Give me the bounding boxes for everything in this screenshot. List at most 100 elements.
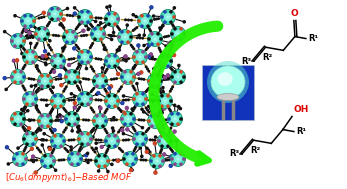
Circle shape <box>74 157 76 160</box>
Circle shape <box>96 77 104 85</box>
Circle shape <box>90 130 93 133</box>
Circle shape <box>120 117 124 121</box>
Circle shape <box>45 56 49 60</box>
Circle shape <box>106 92 110 96</box>
Circle shape <box>116 49 119 52</box>
Circle shape <box>166 94 170 98</box>
Circle shape <box>45 99 48 102</box>
Circle shape <box>99 17 102 20</box>
Circle shape <box>158 111 161 114</box>
Circle shape <box>73 70 77 74</box>
Circle shape <box>159 37 163 41</box>
Circle shape <box>113 104 117 108</box>
Circle shape <box>140 77 143 81</box>
Circle shape <box>25 92 29 96</box>
Circle shape <box>32 78 35 81</box>
Circle shape <box>49 164 53 168</box>
Circle shape <box>132 117 136 121</box>
Circle shape <box>163 76 167 79</box>
Circle shape <box>169 66 172 69</box>
Circle shape <box>23 50 37 64</box>
Circle shape <box>168 112 183 126</box>
Circle shape <box>131 46 134 49</box>
Circle shape <box>70 118 74 121</box>
Circle shape <box>25 50 29 54</box>
Circle shape <box>40 57 43 60</box>
Circle shape <box>70 162 74 166</box>
Circle shape <box>107 22 111 26</box>
Circle shape <box>120 128 124 132</box>
Circle shape <box>51 94 66 108</box>
Circle shape <box>116 159 120 163</box>
Circle shape <box>24 17 32 25</box>
Circle shape <box>54 34 58 37</box>
Circle shape <box>53 144 57 148</box>
Circle shape <box>153 157 161 165</box>
Circle shape <box>80 20 84 24</box>
Circle shape <box>103 46 107 49</box>
Circle shape <box>80 132 84 136</box>
Circle shape <box>134 146 137 149</box>
Circle shape <box>171 85 174 88</box>
Circle shape <box>67 63 71 67</box>
Circle shape <box>96 125 100 129</box>
Circle shape <box>140 107 144 111</box>
Circle shape <box>129 80 133 84</box>
Circle shape <box>14 37 22 45</box>
Circle shape <box>150 55 154 58</box>
Circle shape <box>147 127 150 130</box>
Circle shape <box>145 130 148 133</box>
Circle shape <box>179 27 183 31</box>
Circle shape <box>22 137 26 141</box>
Circle shape <box>67 112 71 116</box>
Circle shape <box>10 39 14 43</box>
Circle shape <box>84 138 86 140</box>
Circle shape <box>169 40 173 44</box>
Circle shape <box>160 94 164 98</box>
Circle shape <box>56 115 59 119</box>
Circle shape <box>130 44 133 47</box>
Circle shape <box>43 50 47 53</box>
Circle shape <box>32 25 35 28</box>
Circle shape <box>97 139 100 142</box>
Circle shape <box>136 61 141 65</box>
Circle shape <box>91 26 94 29</box>
Circle shape <box>110 119 113 122</box>
Circle shape <box>144 97 148 101</box>
Circle shape <box>179 162 183 166</box>
Circle shape <box>120 110 123 113</box>
Circle shape <box>170 75 174 79</box>
Circle shape <box>161 97 169 105</box>
Circle shape <box>144 137 148 141</box>
Circle shape <box>20 13 35 29</box>
Circle shape <box>161 25 164 28</box>
Circle shape <box>118 28 121 31</box>
Circle shape <box>59 65 64 69</box>
Circle shape <box>98 157 106 165</box>
Ellipse shape <box>211 66 245 98</box>
Circle shape <box>104 94 119 108</box>
Circle shape <box>163 36 166 38</box>
Circle shape <box>134 129 137 132</box>
Circle shape <box>156 124 160 128</box>
Circle shape <box>48 114 52 118</box>
Circle shape <box>73 106 77 109</box>
Circle shape <box>116 72 120 76</box>
Circle shape <box>35 90 38 93</box>
Circle shape <box>96 117 104 125</box>
Circle shape <box>138 138 142 140</box>
Circle shape <box>158 46 161 50</box>
Circle shape <box>104 59 108 63</box>
Circle shape <box>22 67 24 70</box>
Circle shape <box>105 131 109 134</box>
Circle shape <box>58 114 63 118</box>
Circle shape <box>106 92 110 96</box>
Circle shape <box>95 74 99 78</box>
Circle shape <box>91 26 105 42</box>
Circle shape <box>135 50 139 54</box>
Circle shape <box>13 70 17 74</box>
Circle shape <box>150 74 154 78</box>
Circle shape <box>61 46 65 50</box>
Circle shape <box>68 139 71 142</box>
Circle shape <box>100 145 103 149</box>
